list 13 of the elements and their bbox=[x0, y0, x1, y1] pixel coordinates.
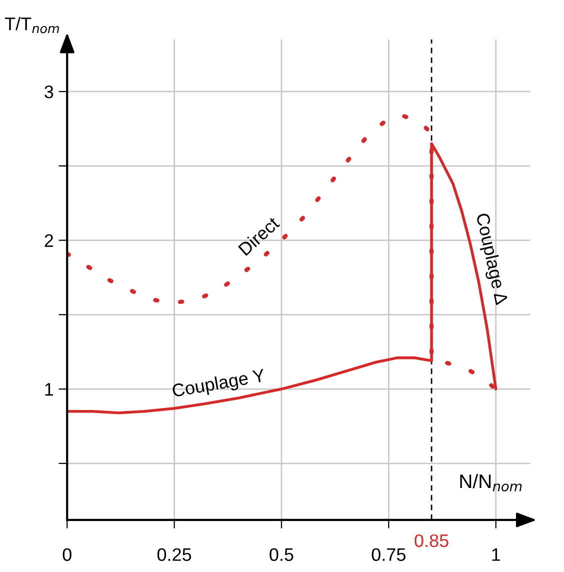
ref-line-label: 0.85 bbox=[414, 534, 448, 548]
x-tick-label: 0 bbox=[62, 548, 72, 561]
x-axis-title: N/N$_{nom}$ bbox=[460, 474, 522, 492]
x-tick-label: 0.25 bbox=[157, 548, 192, 561]
y-tick-label: 2 bbox=[44, 234, 54, 247]
y-tick-label: 3 bbox=[44, 85, 54, 98]
x-tick-label: 1 bbox=[492, 548, 500, 561]
y-axis-title: T/T$_{nom}$ bbox=[4, 16, 59, 34]
x-tick-label: 0.5 bbox=[270, 548, 294, 561]
y-tick-label: 1 bbox=[45, 383, 54, 396]
text: Couplage Δ bbox=[472, 212, 509, 306]
x-tick-label: 0.75 bbox=[372, 548, 406, 561]
text: Couplage Y bbox=[172, 368, 266, 401]
